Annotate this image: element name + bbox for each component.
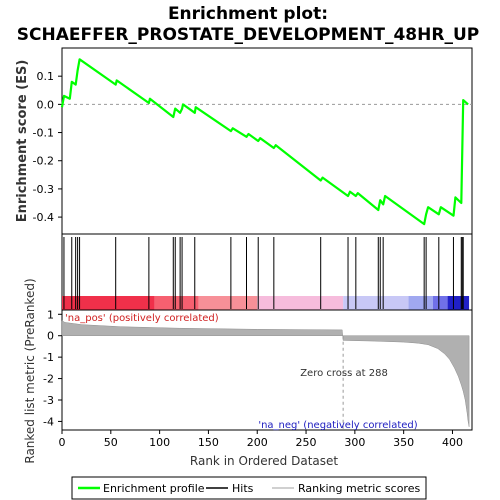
x-axis-label: Rank in Ordered Dataset — [190, 454, 338, 468]
es-y-axis-label: Enrichment score (ES) — [15, 60, 30, 223]
x-tick-label: 300 — [344, 436, 365, 449]
metric-y-tick-label: 1 — [47, 308, 54, 321]
ranking-color-band-segment — [154, 296, 199, 310]
x-tick-label: 350 — [393, 436, 414, 449]
x-tick-label: 200 — [247, 436, 268, 449]
metric-panel: 1 0 -1 -2 -3 -4 'na_pos' (positively correlat… — [23, 278, 473, 468]
es-panel: 0.1 0.0 -0.1 -0.2 -0.3 -0.4 Enrichment score … — [15, 47, 473, 235]
hits-panel — [61, 233, 473, 311]
ranking-metric-area — [61, 320, 470, 427]
legend-metric-label: Ranking metric scores — [298, 482, 420, 495]
ranking-color-band-segment — [447, 296, 470, 310]
es-y-tick-label: 0.0 — [37, 98, 55, 111]
ranking-color-band-segment — [343, 296, 409, 310]
legend-enrichment-label: Enrichment profile — [103, 482, 205, 495]
es-y-tick-label: -0.2 — [33, 155, 54, 168]
metric-y-tick-label: -1 — [43, 351, 54, 364]
metric-y-axis-label: Ranked list metric (PreRanked) — [23, 278, 37, 463]
x-tick-label: 150 — [198, 436, 219, 449]
ranking-color-band-segment — [408, 296, 433, 310]
x-tick-label: 0 — [59, 436, 66, 449]
legend-hits-label: Hits — [232, 482, 254, 495]
enrichment-profile-line — [60, 58, 469, 226]
metric-y-tick-label: 0 — [47, 330, 54, 343]
ranking-color-band-segment — [62, 296, 155, 310]
chart-subtitle: SCHAEFFER_PROSTATE_DEVELOPMENT_48HR_UP — [17, 25, 479, 45]
es-y-tick-label: -0.3 — [33, 183, 54, 196]
x-tick-label: 400 — [442, 436, 463, 449]
pos-correlated-label: 'na_pos' (positively correlated) — [65, 313, 219, 324]
metric-y-tick-label: -3 — [43, 394, 54, 407]
ranking-color-band-segment — [257, 296, 344, 310]
x-tick-label: 50 — [104, 436, 118, 449]
zero-cross-label: Zero cross at 288 — [300, 368, 388, 379]
x-tick-label: 250 — [296, 436, 317, 449]
es-plot-frame — [61, 47, 473, 235]
metric-y-tick-label: -2 — [43, 373, 54, 386]
ranking-color-band-segment — [198, 296, 258, 310]
es-y-tick-label: -0.1 — [33, 127, 54, 140]
x-tick-label: 100 — [149, 436, 170, 449]
neg-correlated-label: 'na_neg' (negatively correlated) — [258, 420, 417, 431]
es-y-tick-label: -0.4 — [33, 211, 54, 224]
ranking-color-band-segment — [432, 296, 448, 310]
es-y-tick-label: 0.1 — [37, 70, 55, 83]
legend: Enrichment profile Hits Ranking metric s… — [71, 476, 427, 500]
chart-title: Enrichment plot: — [168, 4, 328, 24]
metric-y-tick-label: -4 — [43, 415, 54, 428]
legend-box — [71, 476, 427, 500]
